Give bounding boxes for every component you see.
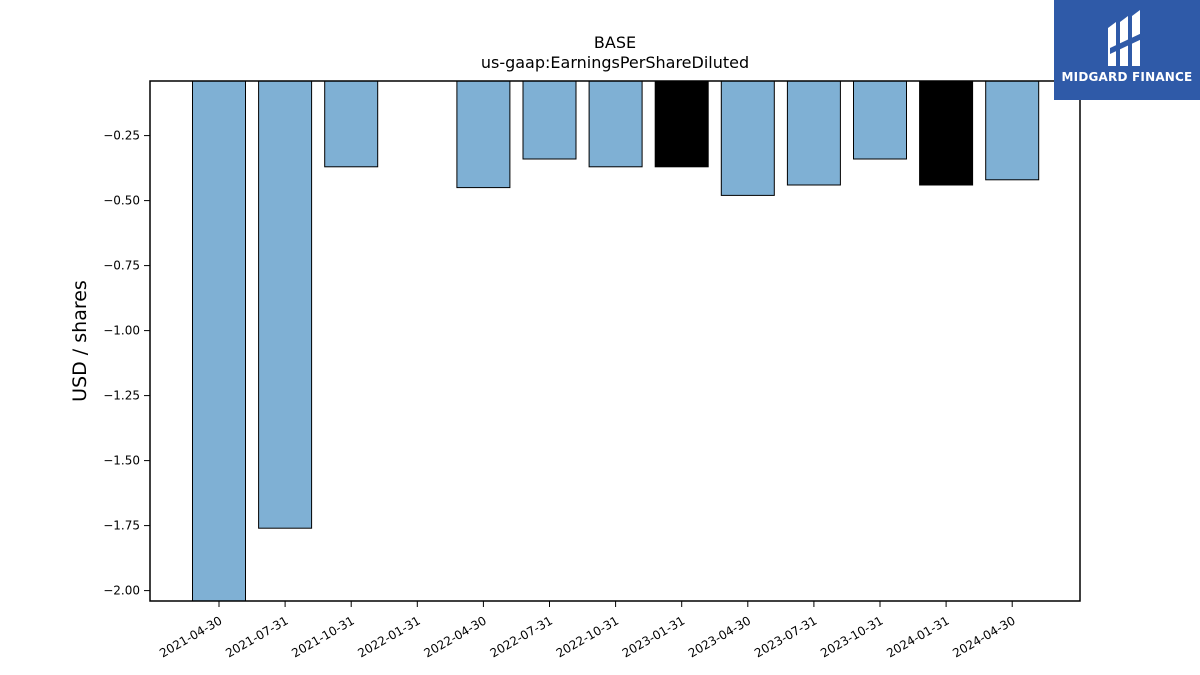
- x-tick-label: 2024-04-30: [950, 613, 1017, 660]
- y-tick-label: −1.75: [103, 519, 140, 533]
- x-tick-label: 2022-01-31: [355, 613, 422, 660]
- bar: [985, 80, 1040, 181]
- x-tick-label: 2024-01-31: [884, 613, 951, 660]
- bar: [456, 80, 511, 189]
- x-tick-label: 2023-04-30: [686, 613, 753, 660]
- x-tick-label: 2023-01-31: [620, 613, 687, 660]
- x-tick-label: 2021-04-30: [157, 613, 224, 660]
- chart-title: BASE: [594, 33, 636, 52]
- bar: [192, 80, 246, 602]
- bar: [522, 80, 577, 160]
- bar: [654, 80, 709, 168]
- x-tick-label: 2022-10-31: [554, 613, 621, 660]
- logo-mark-icon: [1108, 10, 1144, 66]
- bar: [588, 80, 643, 168]
- bar: [720, 80, 775, 196]
- brand-logo: MIDGARD FINANCE: [1054, 0, 1200, 100]
- y-axis: −0.25 −0.50 −0.75 −1.00 −1.25 −1.50 −1.75 −2.00: [103, 129, 150, 598]
- y-tick-label: −0.50: [103, 194, 140, 208]
- bar: [919, 80, 974, 186]
- bars-group: [192, 80, 1040, 602]
- x-tick-label: 2021-07-31: [223, 613, 290, 660]
- x-tick-label: 2023-10-31: [818, 613, 885, 660]
- y-tick-label: −1.25: [103, 389, 140, 403]
- brand-name: MIDGARD FINANCE: [1061, 70, 1193, 84]
- bar: [786, 80, 841, 186]
- y-tick-label: −0.25: [103, 129, 140, 143]
- chart-subtitle: us-gaap:EarningsPerShareDiluted: [481, 53, 749, 72]
- y-tick-label: −0.75: [103, 259, 140, 273]
- bar: [853, 80, 907, 160]
- x-tick-label: 2021-10-31: [289, 613, 356, 660]
- bar: [324, 80, 379, 168]
- y-tick-label: −2.00: [103, 584, 140, 598]
- y-tick-label: −1.50: [103, 454, 140, 468]
- bar: [258, 80, 313, 529]
- y-axis-label: USD / shares: [69, 280, 91, 402]
- x-tick-label: 2022-04-30: [421, 613, 488, 660]
- x-tick-label: 2023-07-31: [752, 613, 819, 660]
- y-tick-label: −1.00: [103, 324, 140, 338]
- x-tick-label: 2022-07-31: [488, 613, 555, 660]
- plot-frame: [149, 80, 1081, 602]
- x-axis: 2021-04-302021-07-312021-10-312022-01-31…: [157, 601, 1018, 660]
